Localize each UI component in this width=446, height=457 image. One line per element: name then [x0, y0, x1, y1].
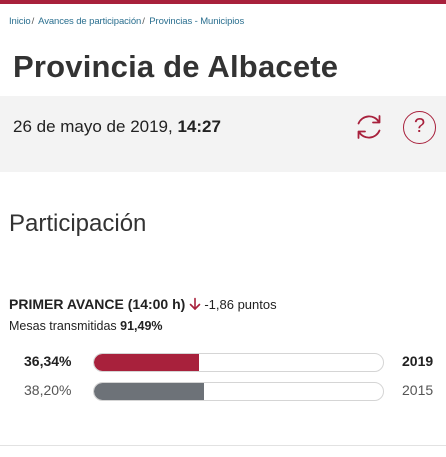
breadcrumb-separator: /: [31, 16, 35, 27]
breadcrumb-separator: /: [142, 16, 145, 27]
refresh-button[interactable]: [352, 110, 386, 144]
mesas-value: 91,49%: [120, 319, 163, 333]
participation-row-2019: 36,34% 2019: [0, 352, 446, 372]
participation-year: 2019: [402, 353, 434, 369]
page-title: Provincia de Albacete: [13, 49, 339, 84]
date-bar: 26 de mayo de 2019, 14:27 ?: [0, 96, 446, 172]
participation-pct: 38,20%: [24, 382, 72, 398]
participation-row-2015: 38,20% 2015: [0, 381, 446, 401]
avance-diff: -1,86 puntos: [204, 297, 277, 312]
progress-track: [93, 382, 384, 401]
breadcrumb-provincias[interactable]: Provincias - Municipios: [149, 16, 245, 27]
mesas-label: Mesas transmitidas: [9, 319, 121, 333]
divider: [0, 445, 446, 446]
breadcrumb-avances[interactable]: Avances de participación: [38, 16, 142, 27]
progress-fill: [94, 354, 200, 371]
update-date: 26 de mayo de 2019,: [13, 117, 178, 136]
participation-year: 2015: [402, 382, 434, 398]
update-datetime: 26 de mayo de 2019, 14:27: [13, 117, 221, 137]
refresh-icon: [357, 115, 381, 139]
avance-header: PRIMER AVANCE (14:00 h) -1,86 puntos: [9, 296, 277, 312]
update-time: 14:27: [177, 117, 221, 136]
section-title: Participación: [9, 210, 147, 237]
progress-fill: [94, 383, 205, 400]
avance-hour: (14:00 h): [127, 296, 186, 312]
help-icon: ?: [413, 115, 426, 137]
arrow-down-icon: [190, 297, 201, 310]
participation-pct: 36,34%: [24, 353, 72, 369]
avance-label: PRIMER AVANCE: [9, 296, 124, 312]
breadcrumb: Inicio/ Avances de participación/ Provin…: [9, 16, 244, 27]
breadcrumb-inicio[interactable]: Inicio: [9, 16, 31, 27]
help-button[interactable]: ?: [403, 111, 436, 144]
mesas-transmitidas: Mesas transmitidas 91,49%: [9, 319, 163, 333]
progress-track: [93, 353, 384, 372]
top-accent-strip: [0, 0, 446, 4]
